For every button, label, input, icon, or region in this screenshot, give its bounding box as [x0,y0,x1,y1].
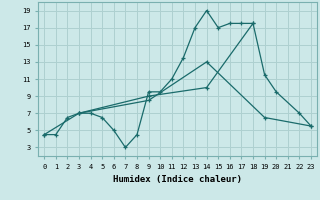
X-axis label: Humidex (Indice chaleur): Humidex (Indice chaleur) [113,175,242,184]
